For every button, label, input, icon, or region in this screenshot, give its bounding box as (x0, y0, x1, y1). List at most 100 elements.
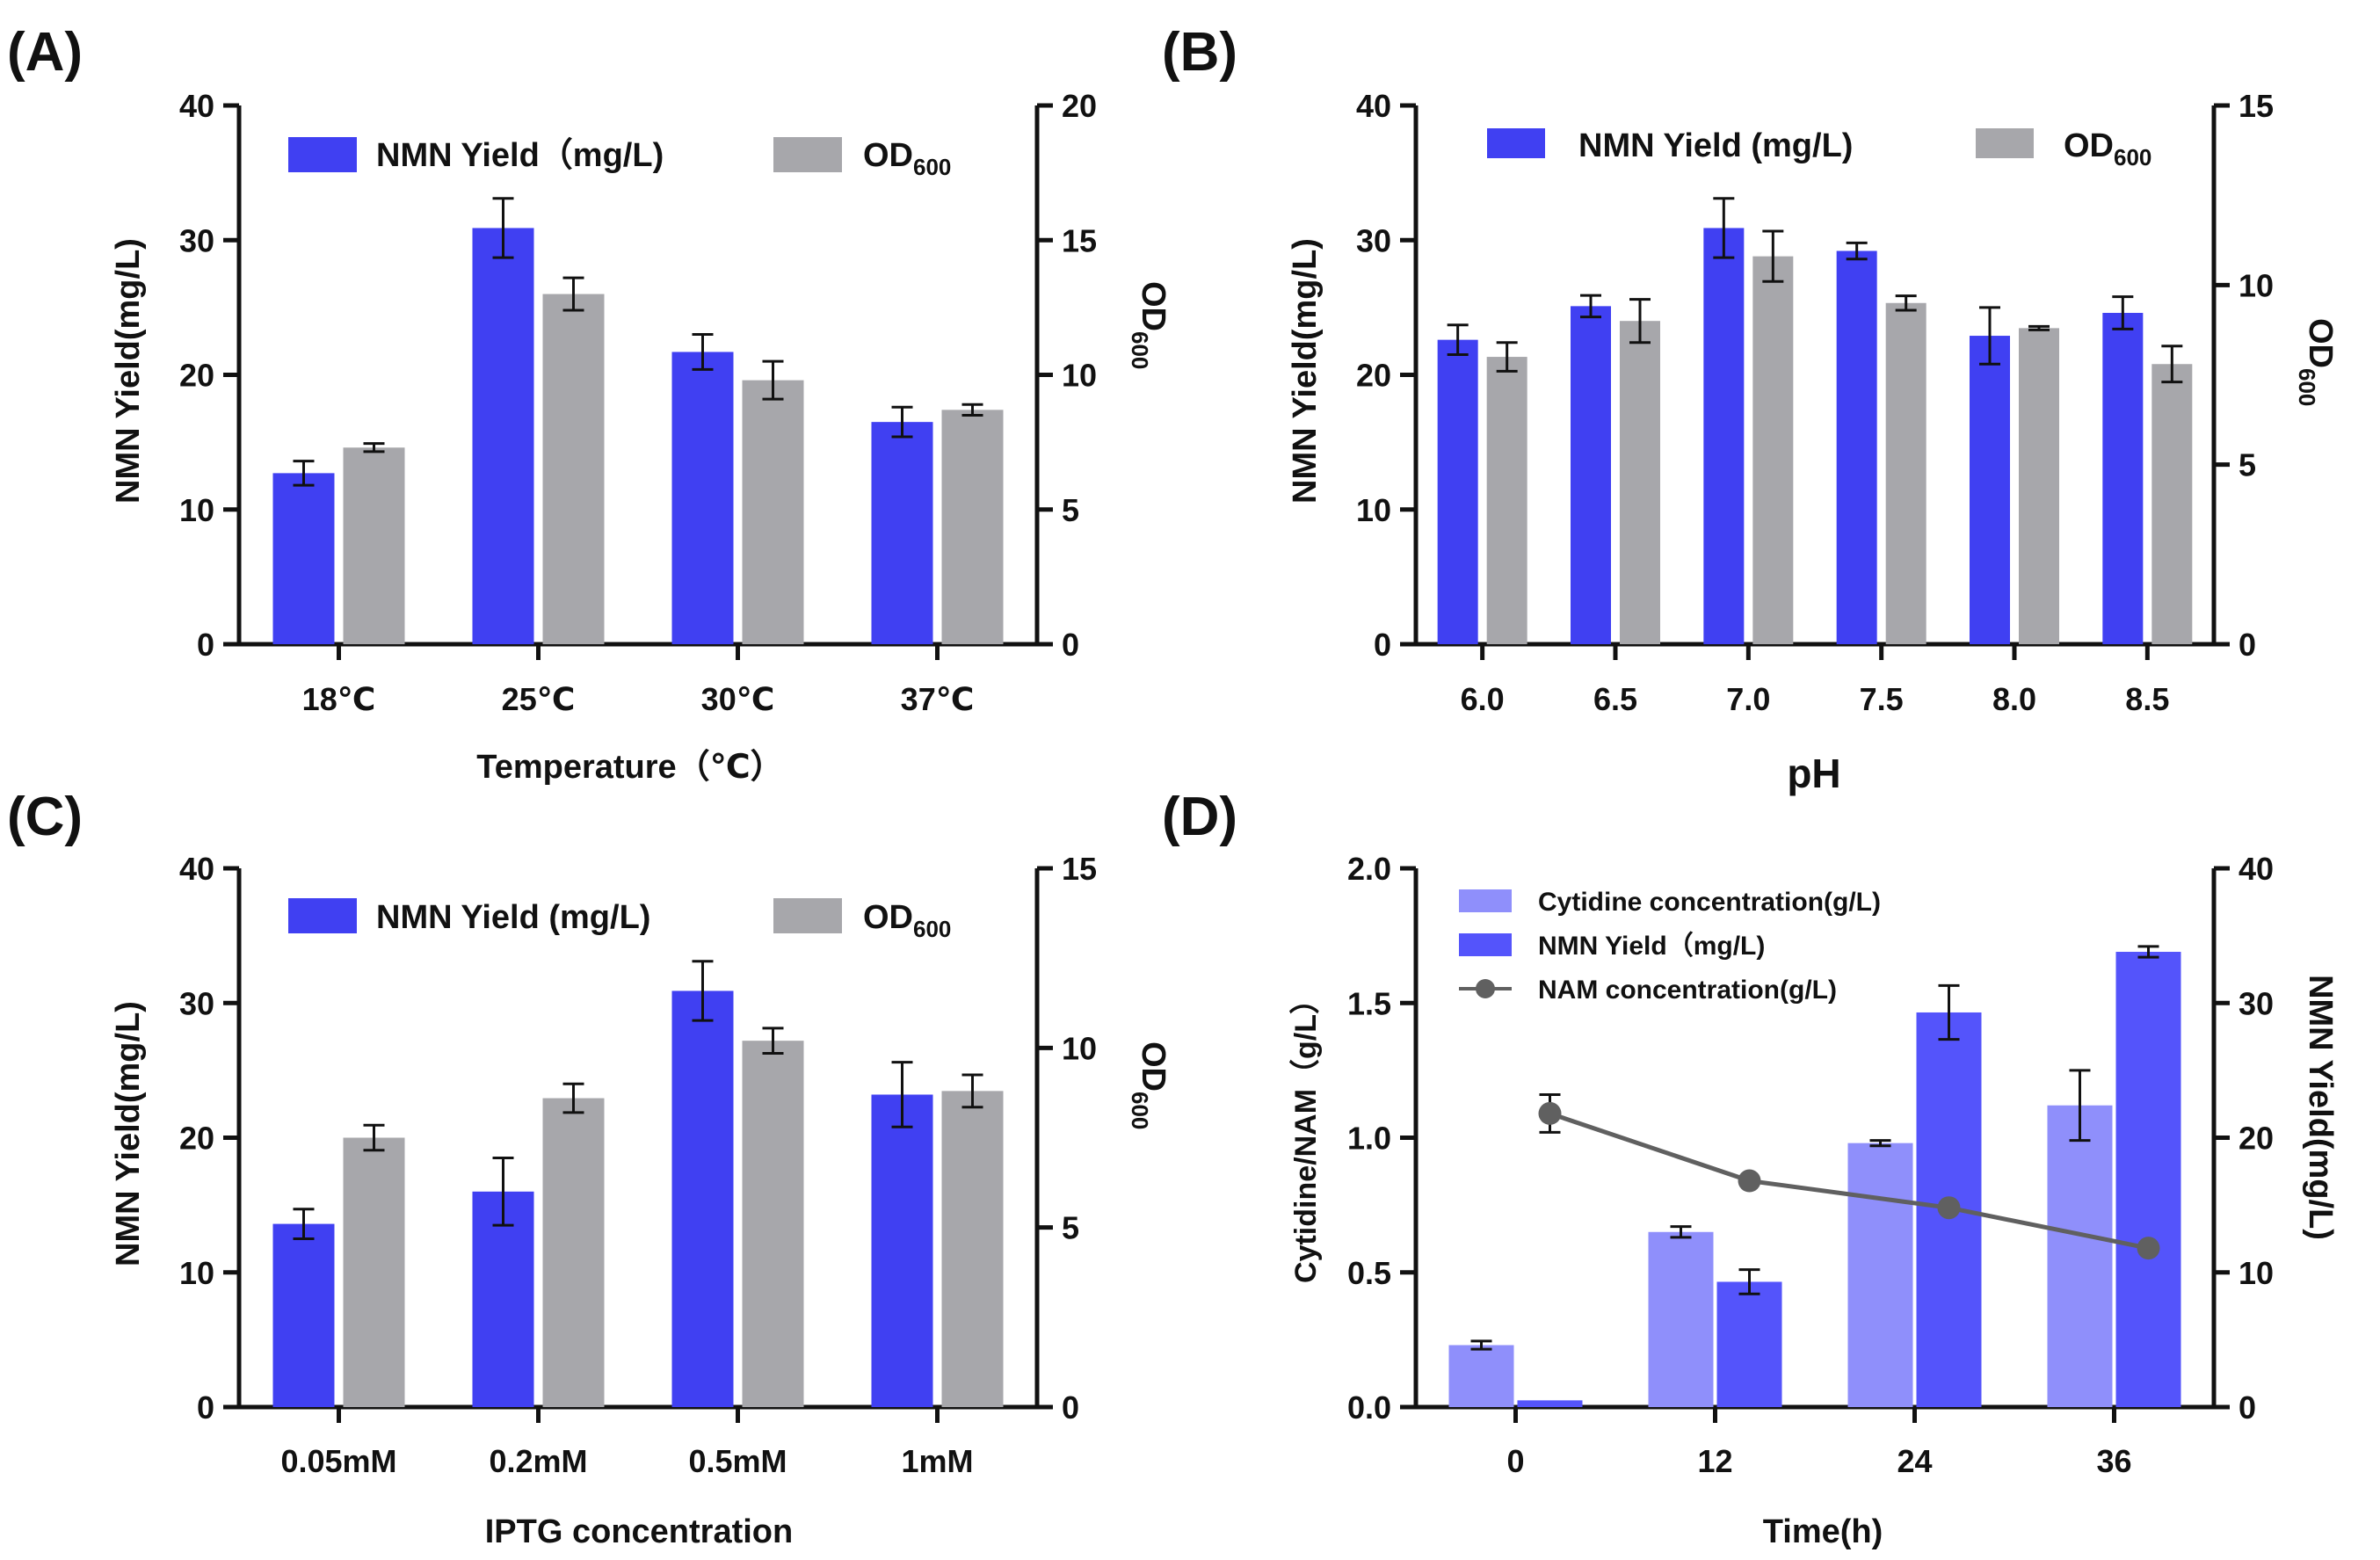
panel-b-y2tick-label: 15 (2239, 88, 2274, 124)
panel-d-nam-point (1738, 1169, 1761, 1193)
panel-d-ytick-label: 1.5 (1347, 985, 1391, 1021)
panel-b-legend-od-swatch (1976, 128, 2034, 158)
panel-a-bar-nmn (671, 352, 734, 644)
panel-c-y2tick-label: 15 (1062, 851, 1097, 887)
panel-d-y2label: NMN Yield(mg/L) (2302, 975, 2339, 1240)
panel-d-legend-nam-label: NAM concentration(g/L) (1538, 976, 1837, 1005)
panel-d-bar-cytidine (1448, 1345, 1514, 1407)
panel-a-bar-od (941, 410, 1004, 644)
panel-a-xtick-label: 25℃ (502, 681, 576, 717)
panel-b-plot: 0 10 20 30 40 0 5 10 15 6.0 6.5 7.0 7.5 8.0 8.5 (1356, 88, 2274, 717)
panel-c-y2label-main: OD (1135, 1041, 1172, 1092)
panel-a-ytick-label: 30 (179, 222, 214, 258)
panel-b-label: (B) (1162, 22, 1237, 83)
panel-b-xtick-label: 6.0 (1461, 681, 1505, 717)
panel-c-bar-nmn (472, 1191, 534, 1407)
panel-a-y2tick-label: 15 (1062, 222, 1097, 258)
panel-d-ytick-label: 2.0 (1347, 851, 1391, 887)
panel-d-ytick-label: 1.0 (1347, 1121, 1391, 1157)
panel-b-xtick-label: 7.5 (1860, 681, 1904, 717)
panel-d-bar-nmn (1517, 1400, 1583, 1407)
panel-b-bar-od (1486, 357, 1527, 644)
panel-a-bar-nmn (272, 473, 335, 644)
panel-d-ylabel: Cytidine/NAM（g/L） (1288, 984, 1323, 1283)
panel-a-bar-od (542, 294, 605, 644)
panel-b-ytick-label: 30 (1356, 222, 1391, 258)
panel-c-legend-od-main: OD (863, 899, 913, 936)
panel-a-y2label: OD600 (1127, 281, 1172, 369)
panel-b-ytick-label: 20 (1356, 358, 1391, 394)
panel-d-y2tick-label: 20 (2239, 1121, 2274, 1157)
panel-d-y2tick-label: 10 (2239, 1255, 2274, 1291)
panel-b-xtick-label: 6.5 (1593, 681, 1637, 717)
panel-a: (A) 0 10 20 30 40 0 5 10 15 20 18℃ 25℃ 30℃ 37℃ NMN Yi… (7, 22, 1172, 786)
panel-b-bar-nmn (1437, 339, 1478, 644)
panel-b: (B) 0 10 20 30 40 0 5 10 15 6.0 6.5 7.0 7.5 8.0 8.5 NM… (1162, 22, 2339, 796)
panel-a-legend-od-label: OD600 (863, 137, 951, 180)
panel-d-nam-point (2137, 1237, 2160, 1260)
panel-b-bar-nmn (1703, 228, 1745, 644)
panel-a-xtick-label: 30℃ (701, 681, 775, 717)
panel-d-y2tick-label: 40 (2239, 851, 2274, 887)
panel-d-y2tick-label: 0 (2239, 1389, 2256, 1426)
panel-b-bar-od (2151, 364, 2193, 644)
panel-b-legend-nmn-label: NMN Yield (mg/L) (1578, 127, 1853, 164)
panel-b-legend-od-label: OD600 (2064, 127, 2151, 171)
panel-a-xtick-label: 37℃ (901, 681, 975, 717)
panel-a-legend-od-swatch (773, 137, 842, 172)
panel-c-y2tick-label: 0 (1062, 1389, 1079, 1426)
panel-a-y2tick-label: 20 (1062, 88, 1097, 124)
panel-a-label: (A) (7, 22, 83, 83)
panel-d-nam-line (1549, 1111, 2149, 1251)
panel-a-bar-od (742, 380, 804, 644)
panel-c-bar-nmn (871, 1094, 933, 1407)
panel-a-y2label-sub: 600 (1127, 331, 1153, 369)
panel-b-legend-od-main: OD (2064, 127, 2114, 164)
panel-c-bar-od (742, 1041, 804, 1407)
panel-b-ytick-label: 40 (1356, 88, 1391, 124)
panel-c-ytick-label: 10 (179, 1255, 214, 1291)
panel-c-legend-nmn-label: NMN Yield (mg/L) (376, 899, 650, 936)
panel-b-y2label-main: OD (2302, 318, 2339, 368)
panel-c-bar-nmn (272, 1223, 335, 1407)
panel-a-ytick-label: 20 (179, 358, 214, 394)
panel-a-legend-od-main: OD (863, 137, 913, 174)
panel-a-legend-nmn-swatch (288, 137, 357, 172)
panel-d-bar-cytidine (1847, 1143, 1913, 1407)
panel-a-xlabel: Temperature（℃） (476, 749, 783, 786)
panel-c-legend-od-swatch (773, 898, 842, 933)
panel-a-y2tick-label: 10 (1062, 358, 1097, 394)
panel-b-y2tick-label: 0 (2239, 627, 2256, 663)
panel-d-xtick-label: 24 (1897, 1443, 1932, 1479)
panel-c-bar-od (343, 1137, 405, 1407)
panel-d-ytick-label: 0.5 (1347, 1255, 1391, 1291)
panel-b-legend-od-sub: 600 (2114, 144, 2151, 171)
panel-b-ytick-label: 10 (1356, 492, 1391, 528)
panel-c-y2tick-label: 10 (1062, 1030, 1097, 1066)
panel-d: (D) 0.0 0.5 1.0 1.5 2.0 0 10 20 30 40 0 12 24 36 Cyti… (1162, 787, 2339, 1550)
panel-b-bar-od (1885, 302, 1926, 644)
panel-c-label: (C) (7, 787, 83, 847)
panel-d-xtick-label: 0 (1506, 1443, 1524, 1479)
panel-a-y2tick-label: 5 (1062, 492, 1079, 528)
panel-c-ytick-label: 20 (179, 1121, 214, 1157)
panel-a-bar-od (343, 447, 405, 644)
panel-c-ytick-label: 30 (179, 985, 214, 1021)
panel-c-xtick-label: 1mM (901, 1443, 973, 1479)
panel-b-bar-nmn (1970, 336, 2010, 644)
panel-c-bar-od (941, 1091, 1004, 1407)
panel-d-label: (D) (1162, 787, 1237, 847)
panel-b-xtick-label: 8.5 (2125, 681, 2169, 717)
panel-c-y2label: OD600 (1127, 1041, 1172, 1129)
panel-d-legend-nmn-swatch (1459, 933, 1512, 956)
panel-b-bar-nmn (1836, 250, 1877, 644)
panel-b-y2tick-label: 10 (2239, 267, 2274, 303)
panel-c-y2label-sub: 600 (1127, 1092, 1153, 1129)
panel-d-nam-point (1538, 1101, 1562, 1125)
panel-c-legend-nmn-swatch (288, 898, 357, 933)
panel-c-xtick-label: 0.5mM (688, 1443, 787, 1479)
panel-d-legend-nmn-label: NMN Yield（mg/L) (1538, 931, 1765, 961)
panel-c-ytick-label: 0 (197, 1389, 214, 1426)
panel-b-bar-nmn (1571, 306, 1611, 644)
